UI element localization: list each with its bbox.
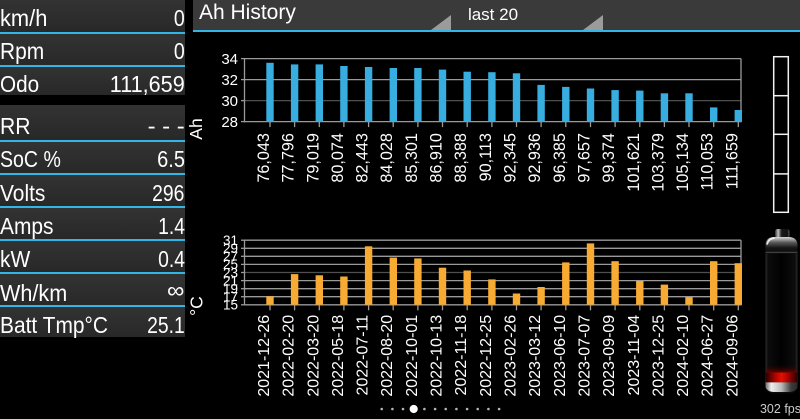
svg-text:84,028: 84,028 [378,133,396,183]
svg-text:2022-03-20: 2022-03-20 [305,315,322,397]
svg-text:2022-10-01: 2022-10-01 [404,315,421,397]
svg-text:23: 23 [223,265,238,280]
svg-text:79,019: 79,019 [304,133,322,183]
svg-text:85,301: 85,301 [403,133,421,183]
svg-text:82,443: 82,443 [354,133,372,183]
svg-text:32: 32 [221,72,238,89]
svg-text:2021-12-26: 2021-12-26 [256,315,273,397]
svg-text:29: 29 [223,241,238,256]
svg-text:96,385: 96,385 [551,133,569,183]
svg-text:2023-11-04: 2023-11-04 [626,315,643,396]
svg-text:34: 34 [221,51,238,68]
svg-text:2023-03-12: 2023-03-12 [527,315,544,397]
svg-text:30: 30 [221,93,238,110]
svg-text:77,796: 77,796 [280,133,298,183]
svg-text:86,910: 86,910 [428,133,446,183]
svg-text:19: 19 [223,282,238,297]
svg-text:Ah: Ah [186,118,206,139]
svg-text:2022-10-13: 2022-10-13 [429,315,446,397]
svg-text:92,936: 92,936 [526,133,544,183]
svg-text:2023-09-09: 2023-09-09 [601,315,618,397]
svg-text:25: 25 [223,257,238,272]
svg-text:2022-11-18: 2022-11-18 [453,315,470,396]
svg-text:2023-06-10: 2023-06-10 [552,315,569,397]
svg-text:31: 31 [223,233,238,248]
svg-text:21: 21 [223,273,238,288]
svg-text:15: 15 [223,298,238,313]
svg-text:80,074: 80,074 [329,133,347,183]
svg-text:88,388: 88,388 [452,133,470,183]
svg-text:99,374: 99,374 [600,133,618,183]
svg-text:90,113: 90,113 [477,133,495,181]
svg-text:°C: °C [187,296,207,316]
svg-text:76,043: 76,043 [255,133,273,183]
svg-text:111,659: 111,659 [723,133,741,189]
svg-text:110,053: 110,053 [699,133,717,190]
svg-text:103,379: 103,379 [649,133,667,192]
svg-text:101,621: 101,621 [625,133,643,192]
svg-text:2022-08-20: 2022-08-20 [379,315,396,397]
svg-text:97,657: 97,657 [576,133,594,183]
svg-text:2022-12-25: 2022-12-25 [478,315,495,397]
svg-text:2024-02-10: 2024-02-10 [675,315,692,397]
svg-text:92,345: 92,345 [502,133,520,183]
svg-text:2024-09-06: 2024-09-06 [724,315,741,397]
svg-text:2022-05-18: 2022-05-18 [330,315,347,397]
svg-text:27: 27 [223,249,238,264]
svg-text:28: 28 [221,114,238,131]
svg-text:2022-07-11: 2022-07-11 [355,315,372,396]
svg-text:105,134: 105,134 [674,133,692,192]
svg-text:2023-07-07: 2023-07-07 [577,315,594,397]
svg-text:17: 17 [223,290,238,305]
svg-text:2022-02-20: 2022-02-20 [281,315,298,397]
svg-text:2024-06-27: 2024-06-27 [700,315,717,397]
svg-text:2023-12-25: 2023-12-25 [650,315,667,397]
svg-text:2023-02-26: 2023-02-26 [503,315,520,397]
